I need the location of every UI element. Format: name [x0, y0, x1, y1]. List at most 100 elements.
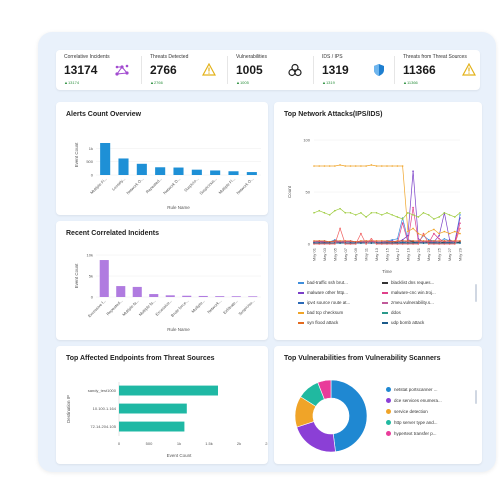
y-tick-label: 5k: [89, 274, 93, 279]
series-point: [344, 243, 347, 245]
series-point: [396, 165, 399, 167]
legend-label: bad-traffic ssh brut...: [307, 280, 348, 285]
legend-item[interactable]: http server type and...: [386, 420, 438, 426]
series-point: [344, 165, 347, 167]
series-point: [453, 243, 456, 245]
series-point: [422, 242, 425, 244]
alerts-count-card: Alerts Count Overview 0 500 1k Multiple Fi.…: [56, 102, 268, 215]
series-point: [360, 242, 362, 244]
bar: [210, 170, 221, 175]
series-point: [453, 230, 456, 233]
legend-item[interactable]: malware other http...: [298, 290, 348, 295]
series-point: [391, 214, 394, 216]
x-tick-label: Multiple...: [190, 298, 206, 314]
legend-item[interactable]: blacklist dns reques...: [382, 280, 434, 285]
kpi-value: 1319: [322, 63, 349, 77]
y-tick-label: 500: [86, 159, 93, 164]
bar: [119, 421, 185, 432]
x-tick-label: May 17: [395, 247, 400, 261]
y-tick-label: 72.14.204.105: [90, 424, 116, 429]
series-point: [438, 234, 440, 237]
warning-icon: [462, 63, 476, 76]
series-point: [438, 240, 440, 242]
vulnerabilities-legend: netstat portscanner ... dce services enum…: [386, 387, 476, 447]
series-point: [375, 212, 378, 214]
series-point: [323, 243, 326, 245]
series-point: [386, 165, 388, 167]
series-point: [443, 238, 446, 240]
legend-swatch: [386, 398, 391, 404]
x-tick-label: May 23: [426, 247, 431, 261]
series-point: [349, 212, 352, 214]
bar: [165, 295, 175, 297]
y-axis-label: Event Count: [74, 142, 79, 168]
shield-icon: [374, 64, 384, 76]
kpi-trend: ▲2766: [150, 80, 163, 85]
x-tick-label: Suspicious...: [198, 176, 218, 196]
series-point: [396, 216, 399, 218]
legend-swatch: [382, 291, 388, 294]
kpi-threat-sources[interactable]: Threats from Threat Sources 11366 ▲11366: [395, 50, 480, 90]
x-tick-label: May 05: [332, 247, 337, 261]
series-point: [417, 243, 420, 245]
kpi-threats-detected[interactable]: Threats Detected 2766 ▲2766: [142, 50, 227, 90]
kpi-vulnerabilities[interactable]: Vulnerabilities 1005 ▲1005: [228, 50, 313, 90]
legend-scrollbar[interactable]: [475, 390, 477, 404]
legend-label: service detection: [394, 409, 428, 414]
x-tick-label: May 25: [437, 247, 442, 261]
pie-slice: [317, 379, 332, 400]
x-tick-label: Multiple Fi...: [89, 176, 108, 195]
kpi-correlative-incidents[interactable]: Correlative Incidents 13174 ▲13174: [56, 50, 141, 90]
y-tick-label: 100: [303, 138, 310, 143]
bar: [116, 286, 126, 297]
kpi-label: Vulnerabilities: [236, 54, 267, 60]
bar: [100, 143, 111, 175]
series-point: [318, 165, 321, 167]
series-point: [349, 243, 352, 245]
legend-item[interactable]: malware-cnc win.troj...: [382, 290, 436, 295]
legend-item[interactable]: ipv4 source route at...: [298, 300, 350, 305]
series-point: [407, 240, 409, 242]
legend-scrollbar[interactable]: [475, 284, 477, 302]
kpi-ids-ips[interactable]: IDS / IPS 1319 ▲1319: [314, 50, 394, 90]
series-point: [334, 240, 336, 242]
series-point: [323, 240, 326, 242]
series-point: [396, 240, 399, 242]
legend-item[interactable]: zmeu.vulnerability.s...: [382, 300, 434, 305]
series-point: [334, 243, 336, 245]
legend-item[interactable]: udp bomb attack: [382, 320, 424, 325]
series-point: [313, 165, 315, 167]
kpi-value: 11366: [403, 63, 436, 77]
legend-label: dce services enumera...: [394, 398, 442, 403]
series-point: [365, 165, 367, 167]
legend-label: malware other http...: [307, 290, 349, 295]
y-tick-label: 1k: [89, 146, 93, 151]
legend-item[interactable]: hypertext transfer p...: [386, 431, 437, 437]
x-axis-label: Time: [382, 269, 392, 274]
series-point: [375, 165, 378, 167]
legend-item[interactable]: bad-traffic ssh brut...: [298, 280, 348, 285]
series-point: [401, 165, 404, 167]
series-point: [453, 216, 456, 218]
bar: [118, 158, 129, 175]
legend-label: syn flood attack: [307, 320, 339, 325]
series-point: [318, 209, 321, 212]
legend-item[interactable]: syn flood attack: [298, 320, 338, 325]
legend-item[interactable]: bad tcp checksum: [298, 310, 343, 315]
legend-item[interactable]: netstat portscanner ...: [386, 387, 438, 393]
legend-item[interactable]: dce services enumera...: [386, 398, 442, 404]
kpi-strip: Correlative Incidents 13174 ▲13174 Threa…: [56, 50, 480, 90]
legend-item[interactable]: ddos: [382, 310, 401, 315]
series-point: [412, 243, 414, 245]
y-axis-label: Event Count: [74, 263, 79, 289]
network-line-chart: 0 50 100 May 01 May 03 May 05 May 07 May 09 May …: [287, 138, 463, 275]
legend-item[interactable]: service detection: [386, 409, 428, 415]
y-tick-label: 0: [91, 173, 94, 178]
series-point: [427, 230, 430, 233]
series-point: [396, 243, 399, 245]
series-point: [334, 165, 336, 167]
legend-swatch: [298, 311, 304, 314]
kpi-trend: ▲11366: [403, 80, 418, 85]
series-point: [370, 242, 373, 244]
y-tick-label: 0: [91, 295, 94, 300]
